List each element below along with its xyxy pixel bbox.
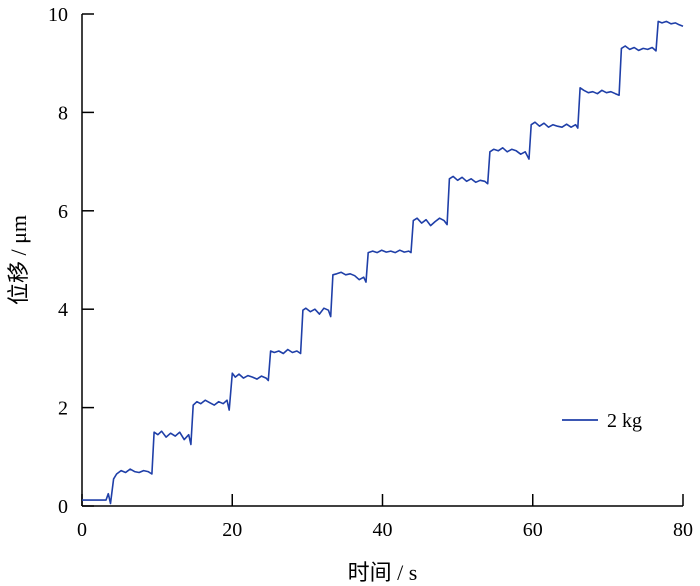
series-line — [82, 20, 684, 505]
legend-label: 2 kg — [607, 410, 642, 432]
x-tick-label: 60 — [523, 519, 543, 541]
y-tick-label: 10 — [48, 4, 68, 26]
x-tick-label: 20 — [222, 519, 242, 541]
y-axis-label: 位移 / μm — [6, 215, 31, 305]
legend: 2 kg — [562, 410, 642, 432]
ticks: 0 20 40 60 80 0 2 4 6 8 10 — [48, 4, 693, 541]
axes — [81, 14, 683, 507]
y-tick-label: 2 — [58, 398, 68, 420]
x-tick-label: 0 — [77, 519, 87, 541]
y-tick-label: 8 — [58, 102, 68, 124]
x-tick-label: 40 — [373, 519, 393, 541]
x-axis-label: 时间 / s — [348, 560, 418, 585]
y-tick-label: 6 — [58, 201, 68, 223]
y-tick-label: 0 — [58, 496, 68, 518]
x-tick-label: 80 — [673, 519, 693, 541]
series-layer — [82, 20, 684, 505]
y-tick-label: 4 — [58, 299, 68, 321]
